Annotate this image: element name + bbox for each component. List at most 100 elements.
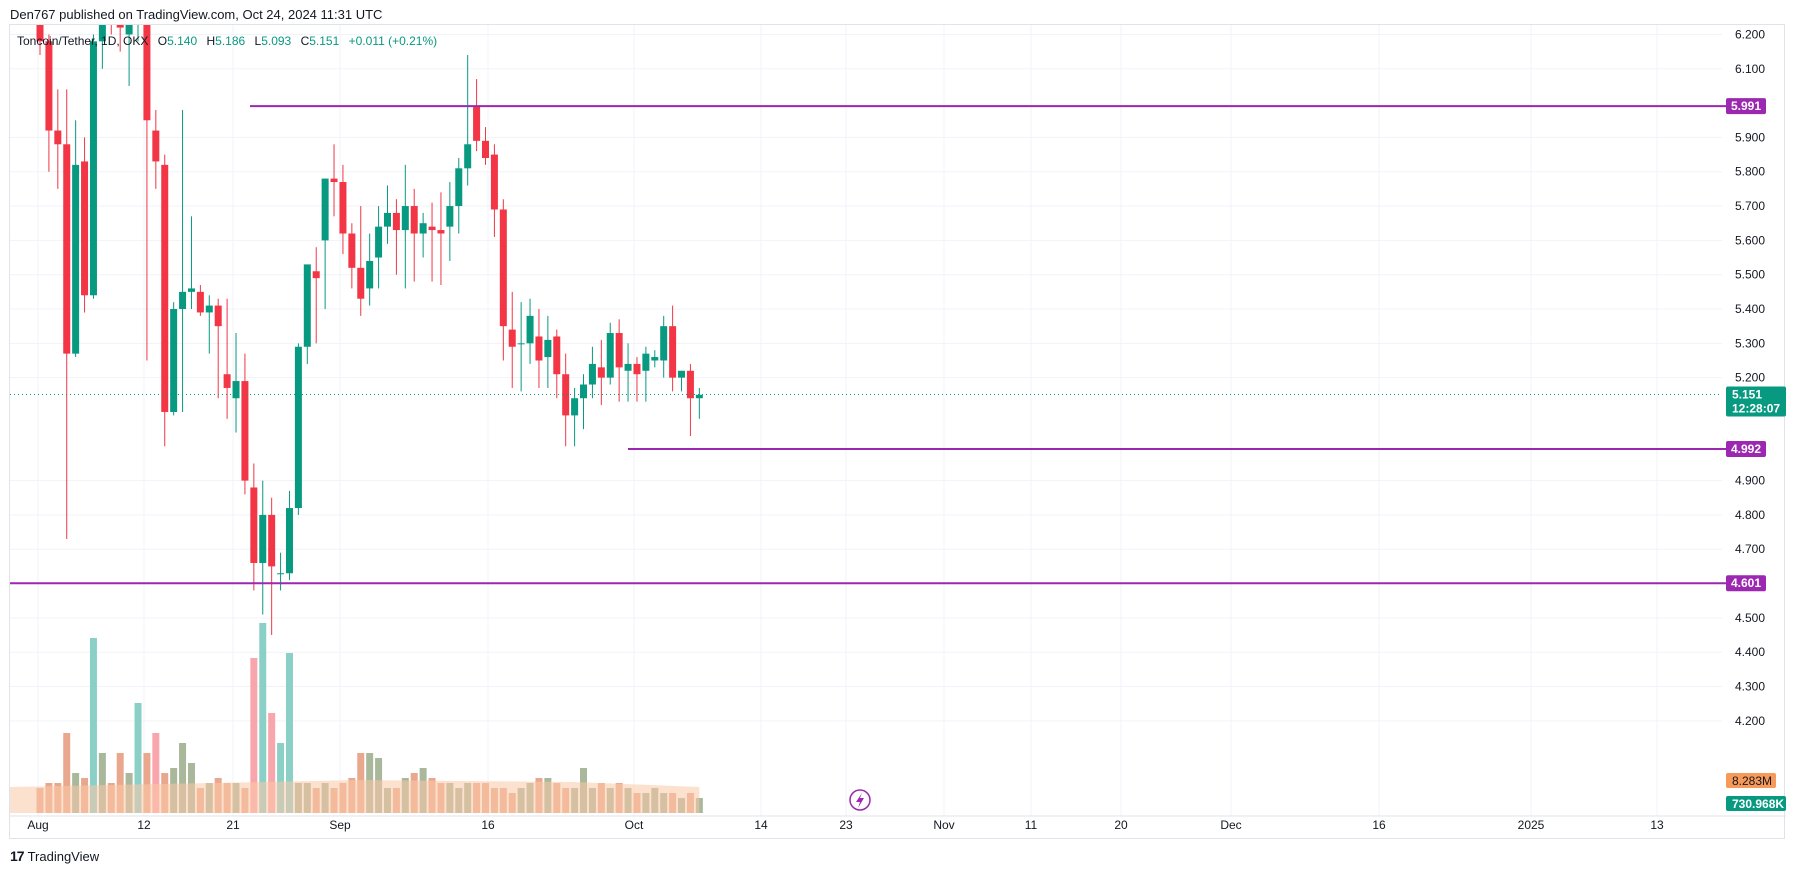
- legend-symbol: Toncoin/Tether, 1D, OKX: [17, 34, 149, 48]
- candle-body: [446, 206, 454, 227]
- candle-body: [205, 305, 213, 313]
- candle-body: [348, 233, 356, 268]
- volume-ma-band: [10, 780, 700, 813]
- y-tick-label: 4.800: [1735, 508, 1765, 522]
- volume-ma-label: 8.283M: [1732, 774, 1772, 788]
- x-tick-label: Sep: [329, 818, 351, 832]
- candle-body: [686, 370, 694, 399]
- candle-body: [89, 41, 97, 296]
- x-tick-label: Oct: [625, 818, 644, 832]
- volume-bar: [285, 653, 293, 813]
- candle-body: [615, 333, 623, 368]
- y-tick-label: 5.400: [1735, 302, 1765, 316]
- level-price-label: 4.992: [1731, 442, 1761, 456]
- candle-body: [36, 25, 44, 42]
- x-tick-label: 21: [226, 818, 240, 832]
- level-price-label: 4.601: [1731, 576, 1761, 590]
- candle-body: [392, 212, 400, 231]
- x-tick-label: 2025: [1518, 818, 1545, 832]
- volume-bar: [89, 638, 97, 813]
- candle-body: [330, 178, 338, 183]
- volume-bar: [98, 753, 106, 813]
- volume-bar: [179, 743, 187, 813]
- x-tick-label: Aug: [27, 818, 48, 832]
- candle-body: [419, 223, 427, 234]
- candle-body: [588, 363, 596, 385]
- candle-body: [401, 206, 409, 231]
- candle-body: [624, 363, 632, 371]
- legend-change: +0.011 (+0.21%): [348, 34, 438, 48]
- legend-close: 5.151: [309, 34, 340, 48]
- y-tick-label: 4.900: [1735, 474, 1765, 488]
- x-tick-label: Dec: [1220, 818, 1241, 832]
- candle-body: [285, 508, 293, 574]
- tradingview-logo-icon: 17: [10, 848, 25, 864]
- candle-body: [695, 394, 703, 399]
- candle-body: [81, 161, 89, 296]
- candle-body: [294, 346, 302, 509]
- x-tick-label: 13: [1650, 818, 1664, 832]
- price-chart[interactable]: 5.991 4.992 4.601 6.200 6.100 5.900 5.800 5.700…: [10, 25, 1786, 840]
- candle-body: [678, 370, 686, 378]
- candle-body: [660, 326, 668, 361]
- candle-body: [499, 209, 507, 327]
- legend-high-label: H: [206, 34, 216, 48]
- candle-body: [259, 514, 267, 563]
- legend-low: 5.093: [261, 34, 292, 48]
- volume-bar: [143, 753, 151, 813]
- volume-tag: [1726, 796, 1786, 811]
- candle-body: [597, 367, 605, 378]
- candle-body: [54, 130, 62, 145]
- candle-body: [116, 25, 124, 28]
- y-tick-label: 5.800: [1735, 165, 1765, 179]
- legend-open-label: O: [157, 34, 168, 48]
- last-price-tag: [1726, 386, 1786, 417]
- candle-body: [268, 514, 276, 567]
- level-price-tag: [1726, 98, 1766, 115]
- volume-bar: [250, 658, 258, 813]
- publisher-credit: Den767 published on TradingView.com, Oct…: [10, 7, 383, 22]
- level-price-label: 5.991: [1731, 99, 1761, 113]
- candle-body: [179, 291, 187, 310]
- candle-body: [63, 144, 71, 354]
- x-tick-label: 11: [1025, 818, 1038, 832]
- candle-body: [223, 374, 231, 388]
- candle-body: [143, 25, 151, 121]
- candle-body: [544, 339, 552, 358]
- y-tick-label: 4.200: [1735, 714, 1765, 728]
- candle-body: [303, 264, 311, 347]
- candle-body: [339, 182, 347, 234]
- legend-high: 5.186: [215, 34, 246, 48]
- volume-bar: [268, 713, 276, 813]
- candle-body: [490, 154, 498, 210]
- volume-ma-tag: [1726, 773, 1776, 788]
- y-tick-label: 5.300: [1735, 336, 1765, 350]
- candle-body: [366, 260, 374, 289]
- volume-bar: [134, 703, 142, 813]
- candle-body: [152, 130, 160, 162]
- candle-body: [428, 226, 436, 231]
- volume-label: 730.968K: [1732, 797, 1784, 811]
- candle-body: [241, 381, 249, 481]
- x-tick-label: 23: [839, 818, 853, 832]
- candle-body: [633, 363, 641, 375]
- chart-frame[interactable]: 5.991 4.992 4.601 6.200 6.100 5.900 5.800 5.700…: [9, 24, 1786, 840]
- candle-body: [196, 291, 204, 313]
- candle-body: [669, 326, 677, 378]
- candle-body: [651, 357, 659, 361]
- volume-bar: [152, 733, 160, 813]
- legend-low-label: L: [254, 34, 262, 48]
- y-tick-label: 4.500: [1735, 611, 1765, 625]
- candle-body: [72, 164, 80, 354]
- candle-body: [98, 25, 106, 42]
- level-price-tag: [1726, 441, 1766, 458]
- candle-body: [606, 333, 614, 378]
- candle-body: [187, 288, 195, 292]
- candle-body: [170, 309, 178, 412]
- countdown-label: 12:28:07: [1732, 401, 1780, 415]
- candle-body: [455, 168, 463, 207]
- candle-body: [375, 226, 383, 258]
- candle-body: [508, 329, 516, 347]
- y-tick-label: 6.200: [1735, 27, 1765, 41]
- candle-body: [214, 305, 222, 327]
